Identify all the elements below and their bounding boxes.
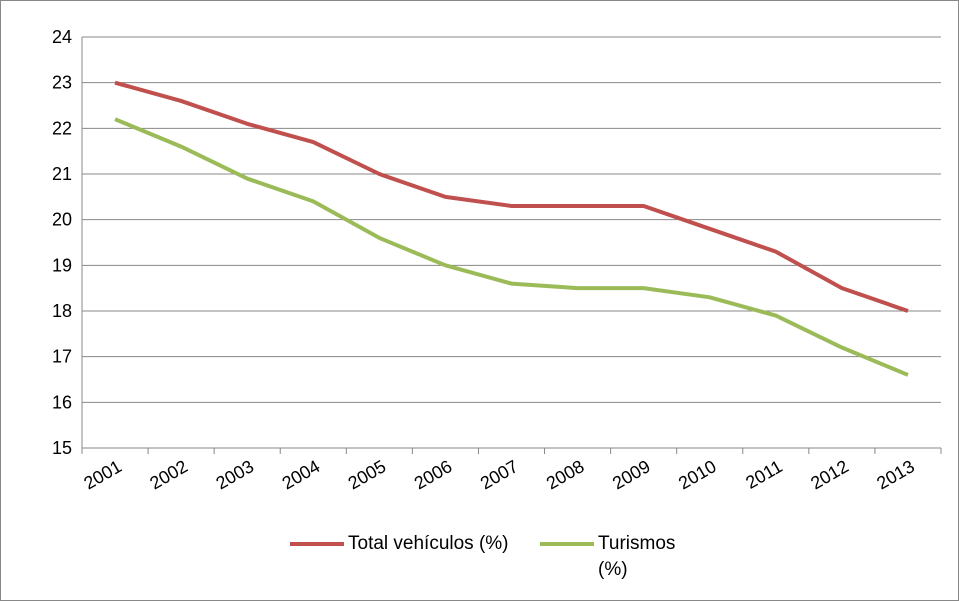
- series-line: [114, 117, 909, 377]
- y-tick-label: 19: [52, 255, 72, 275]
- y-tick-label: 17: [52, 347, 72, 367]
- legend-label: Turismos (%): [598, 533, 676, 580]
- y-tick-label: 23: [52, 73, 72, 93]
- y-tick-label: 22: [52, 118, 72, 138]
- y-tick-label: 15: [52, 438, 72, 458]
- y-tick-label: 21: [52, 164, 72, 184]
- y-tick-label: 18: [52, 301, 72, 321]
- legend-label: Total vehículos (%): [348, 533, 509, 554]
- series-line: [114, 80, 909, 313]
- y-tick-label: 24: [52, 27, 72, 47]
- y-tick-label: 20: [52, 210, 72, 230]
- y-tick-label: 16: [52, 392, 72, 412]
